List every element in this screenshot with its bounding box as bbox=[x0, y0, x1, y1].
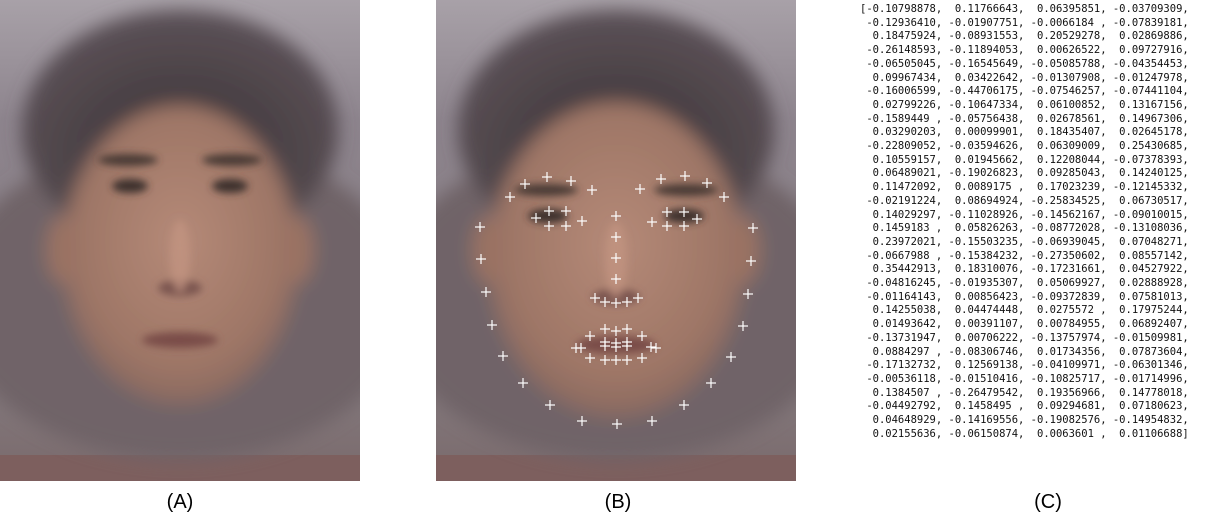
landmark-cross bbox=[498, 351, 508, 361]
landmark-cross bbox=[646, 342, 656, 352]
landmark-cross bbox=[679, 400, 689, 410]
landmark-cross bbox=[647, 416, 657, 426]
landmark-cross bbox=[576, 343, 586, 353]
landmark-face-image bbox=[386, 0, 846, 481]
landmark-cross bbox=[600, 355, 610, 365]
landmark-cross bbox=[656, 174, 666, 184]
feature-vector-text: [-0.10798878, 0.11766643, 0.06395851, -0… bbox=[860, 3, 1189, 440]
landmark-cross bbox=[611, 274, 621, 284]
landmark-cross bbox=[622, 341, 632, 351]
landmark-cross bbox=[561, 221, 571, 231]
caption-c: (C) bbox=[1034, 491, 1062, 513]
landmark-cross bbox=[706, 378, 716, 388]
landmark-cross bbox=[611, 211, 621, 221]
landmark-cross bbox=[637, 331, 647, 341]
landmark-cross bbox=[612, 419, 622, 429]
landmark-cross bbox=[544, 206, 554, 216]
landmark-cross bbox=[600, 324, 610, 334]
landmark-cross bbox=[487, 320, 497, 330]
landmark-cross bbox=[520, 179, 530, 189]
face-illustration-b bbox=[386, 0, 846, 481]
landmark-cross bbox=[622, 324, 632, 334]
landmark-cross bbox=[692, 214, 702, 224]
landmark-cross bbox=[662, 207, 672, 217]
landmark-cross bbox=[611, 298, 621, 308]
landmark-cross bbox=[702, 178, 712, 188]
landmark-cross bbox=[600, 297, 610, 307]
landmark-cross bbox=[748, 223, 758, 233]
landmark-cross bbox=[476, 254, 486, 264]
landmark-cross bbox=[679, 207, 689, 217]
average-face-image bbox=[0, 0, 410, 481]
landmark-cross bbox=[561, 206, 571, 216]
landmark-cross bbox=[719, 192, 729, 202]
landmark-cross bbox=[679, 221, 689, 231]
landmark-cross bbox=[600, 341, 610, 351]
landmark-cross bbox=[590, 293, 600, 303]
landmark-cross bbox=[611, 232, 621, 242]
landmark-cross bbox=[635, 184, 645, 194]
landmark-cross bbox=[651, 343, 661, 353]
landmark-cross bbox=[738, 321, 748, 331]
landmark-cross bbox=[662, 221, 672, 231]
landmark-cross bbox=[611, 355, 621, 365]
landmark-cross bbox=[680, 171, 690, 181]
landmark-cross bbox=[726, 352, 736, 362]
landmark-cross bbox=[531, 213, 541, 223]
face-illustration-a bbox=[0, 0, 410, 481]
landmark-cross bbox=[587, 185, 597, 195]
landmark-cross bbox=[746, 256, 756, 266]
landmark-cross bbox=[637, 353, 647, 363]
landmark-points bbox=[475, 171, 758, 429]
landmark-cross bbox=[611, 342, 621, 352]
landmark-cross bbox=[545, 400, 555, 410]
caption-a: (A) bbox=[166, 491, 194, 513]
landmark-cross bbox=[518, 378, 528, 388]
landmark-cross bbox=[577, 216, 587, 226]
landmark-cross bbox=[647, 217, 657, 227]
landmark-cross bbox=[585, 331, 595, 341]
landmark-cross bbox=[622, 297, 632, 307]
landmark-cross bbox=[577, 416, 587, 426]
landmark-cross bbox=[743, 289, 753, 299]
landmark-cross bbox=[611, 253, 621, 263]
landmark-cross bbox=[542, 172, 552, 182]
landmark-cross bbox=[505, 192, 515, 202]
landmark-cross bbox=[475, 222, 485, 232]
landmark-cross bbox=[611, 326, 621, 336]
landmark-cross bbox=[585, 353, 595, 363]
landmark-cross bbox=[544, 221, 554, 231]
landmark-cross bbox=[566, 176, 576, 186]
caption-b: (B) bbox=[604, 491, 632, 513]
landmark-cross bbox=[622, 355, 632, 365]
landmark-cross bbox=[633, 293, 643, 303]
landmark-cross bbox=[481, 287, 491, 297]
